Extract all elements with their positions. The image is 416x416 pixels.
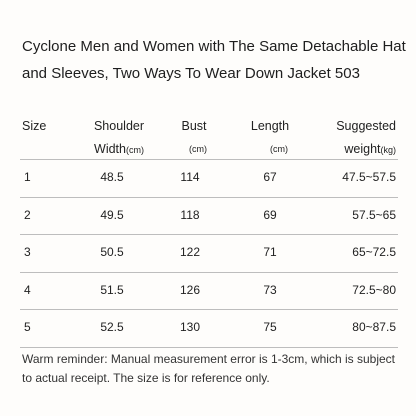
- header-unit: (cm): [189, 144, 207, 154]
- table-cell: 122: [179, 245, 201, 259]
- header-unit: (cm): [125, 145, 144, 155]
- table-cell: 118: [180, 207, 200, 222]
- header-label: Length: [250, 119, 290, 133]
- table-cell: 65~72.5: [352, 245, 396, 259]
- table-cell: 4: [24, 282, 31, 297]
- table-cell: 114: [180, 170, 200, 184]
- header-label: Shoulder Width: [93, 119, 145, 156]
- title-line: Cyclone Men and Women with The Same Deta…: [22, 38, 406, 55]
- row-divider: [20, 196, 398, 198]
- row-divider: [20, 271, 398, 273]
- header-cell: Length (cm): [248, 115, 292, 161]
- table-cell: 1: [24, 170, 31, 184]
- header-cell: Size: [22, 115, 46, 138]
- table-cell: 49.5: [100, 207, 124, 222]
- row-divider: [20, 346, 398, 348]
- table-cell: 3: [24, 245, 31, 259]
- table-cell: 130: [179, 320, 201, 334]
- table-cell: 67: [263, 170, 277, 184]
- row-divider: [20, 234, 398, 235]
- table-cell: 52.5: [100, 320, 124, 334]
- table-cell: 51.5: [100, 282, 124, 297]
- header-cell: Suggested weight(kg): [330, 115, 396, 162]
- table-cell: 48.5: [100, 170, 124, 184]
- header-label: Bust: [181, 119, 207, 133]
- header-cell: Bust (cm): [172, 115, 216, 161]
- header-cell: Shoulder Width(cm): [84, 115, 154, 162]
- table-cell: 57.5~65: [352, 207, 396, 222]
- table-cell: 2: [24, 207, 31, 222]
- row-divider: [20, 159, 398, 160]
- table-cell: 50.5: [100, 245, 124, 259]
- table-cell: 69: [263, 207, 277, 222]
- row-divider: [20, 309, 398, 310]
- reminder-note: Warm reminder: Manual measurement error …: [22, 352, 396, 385]
- table-cell: 72.5~80: [352, 282, 396, 297]
- title-line: and Sleeves, Two Ways To Wear Down Jacke…: [22, 65, 360, 82]
- header-label: Suggested weight: [336, 119, 396, 156]
- table-cell: 73: [263, 282, 277, 297]
- header-label: Size: [22, 119, 47, 133]
- header-unit: (kg): [380, 145, 397, 155]
- header-unit: (cm): [270, 144, 288, 154]
- table-cell: 71: [263, 245, 277, 259]
- table-cell: 126: [179, 282, 201, 297]
- table-cell: 5: [24, 320, 31, 334]
- table-cell: 47.5~57.5: [342, 170, 396, 184]
- table-cell: 75: [263, 320, 277, 334]
- table-cell: 80~87.5: [352, 320, 396, 334]
